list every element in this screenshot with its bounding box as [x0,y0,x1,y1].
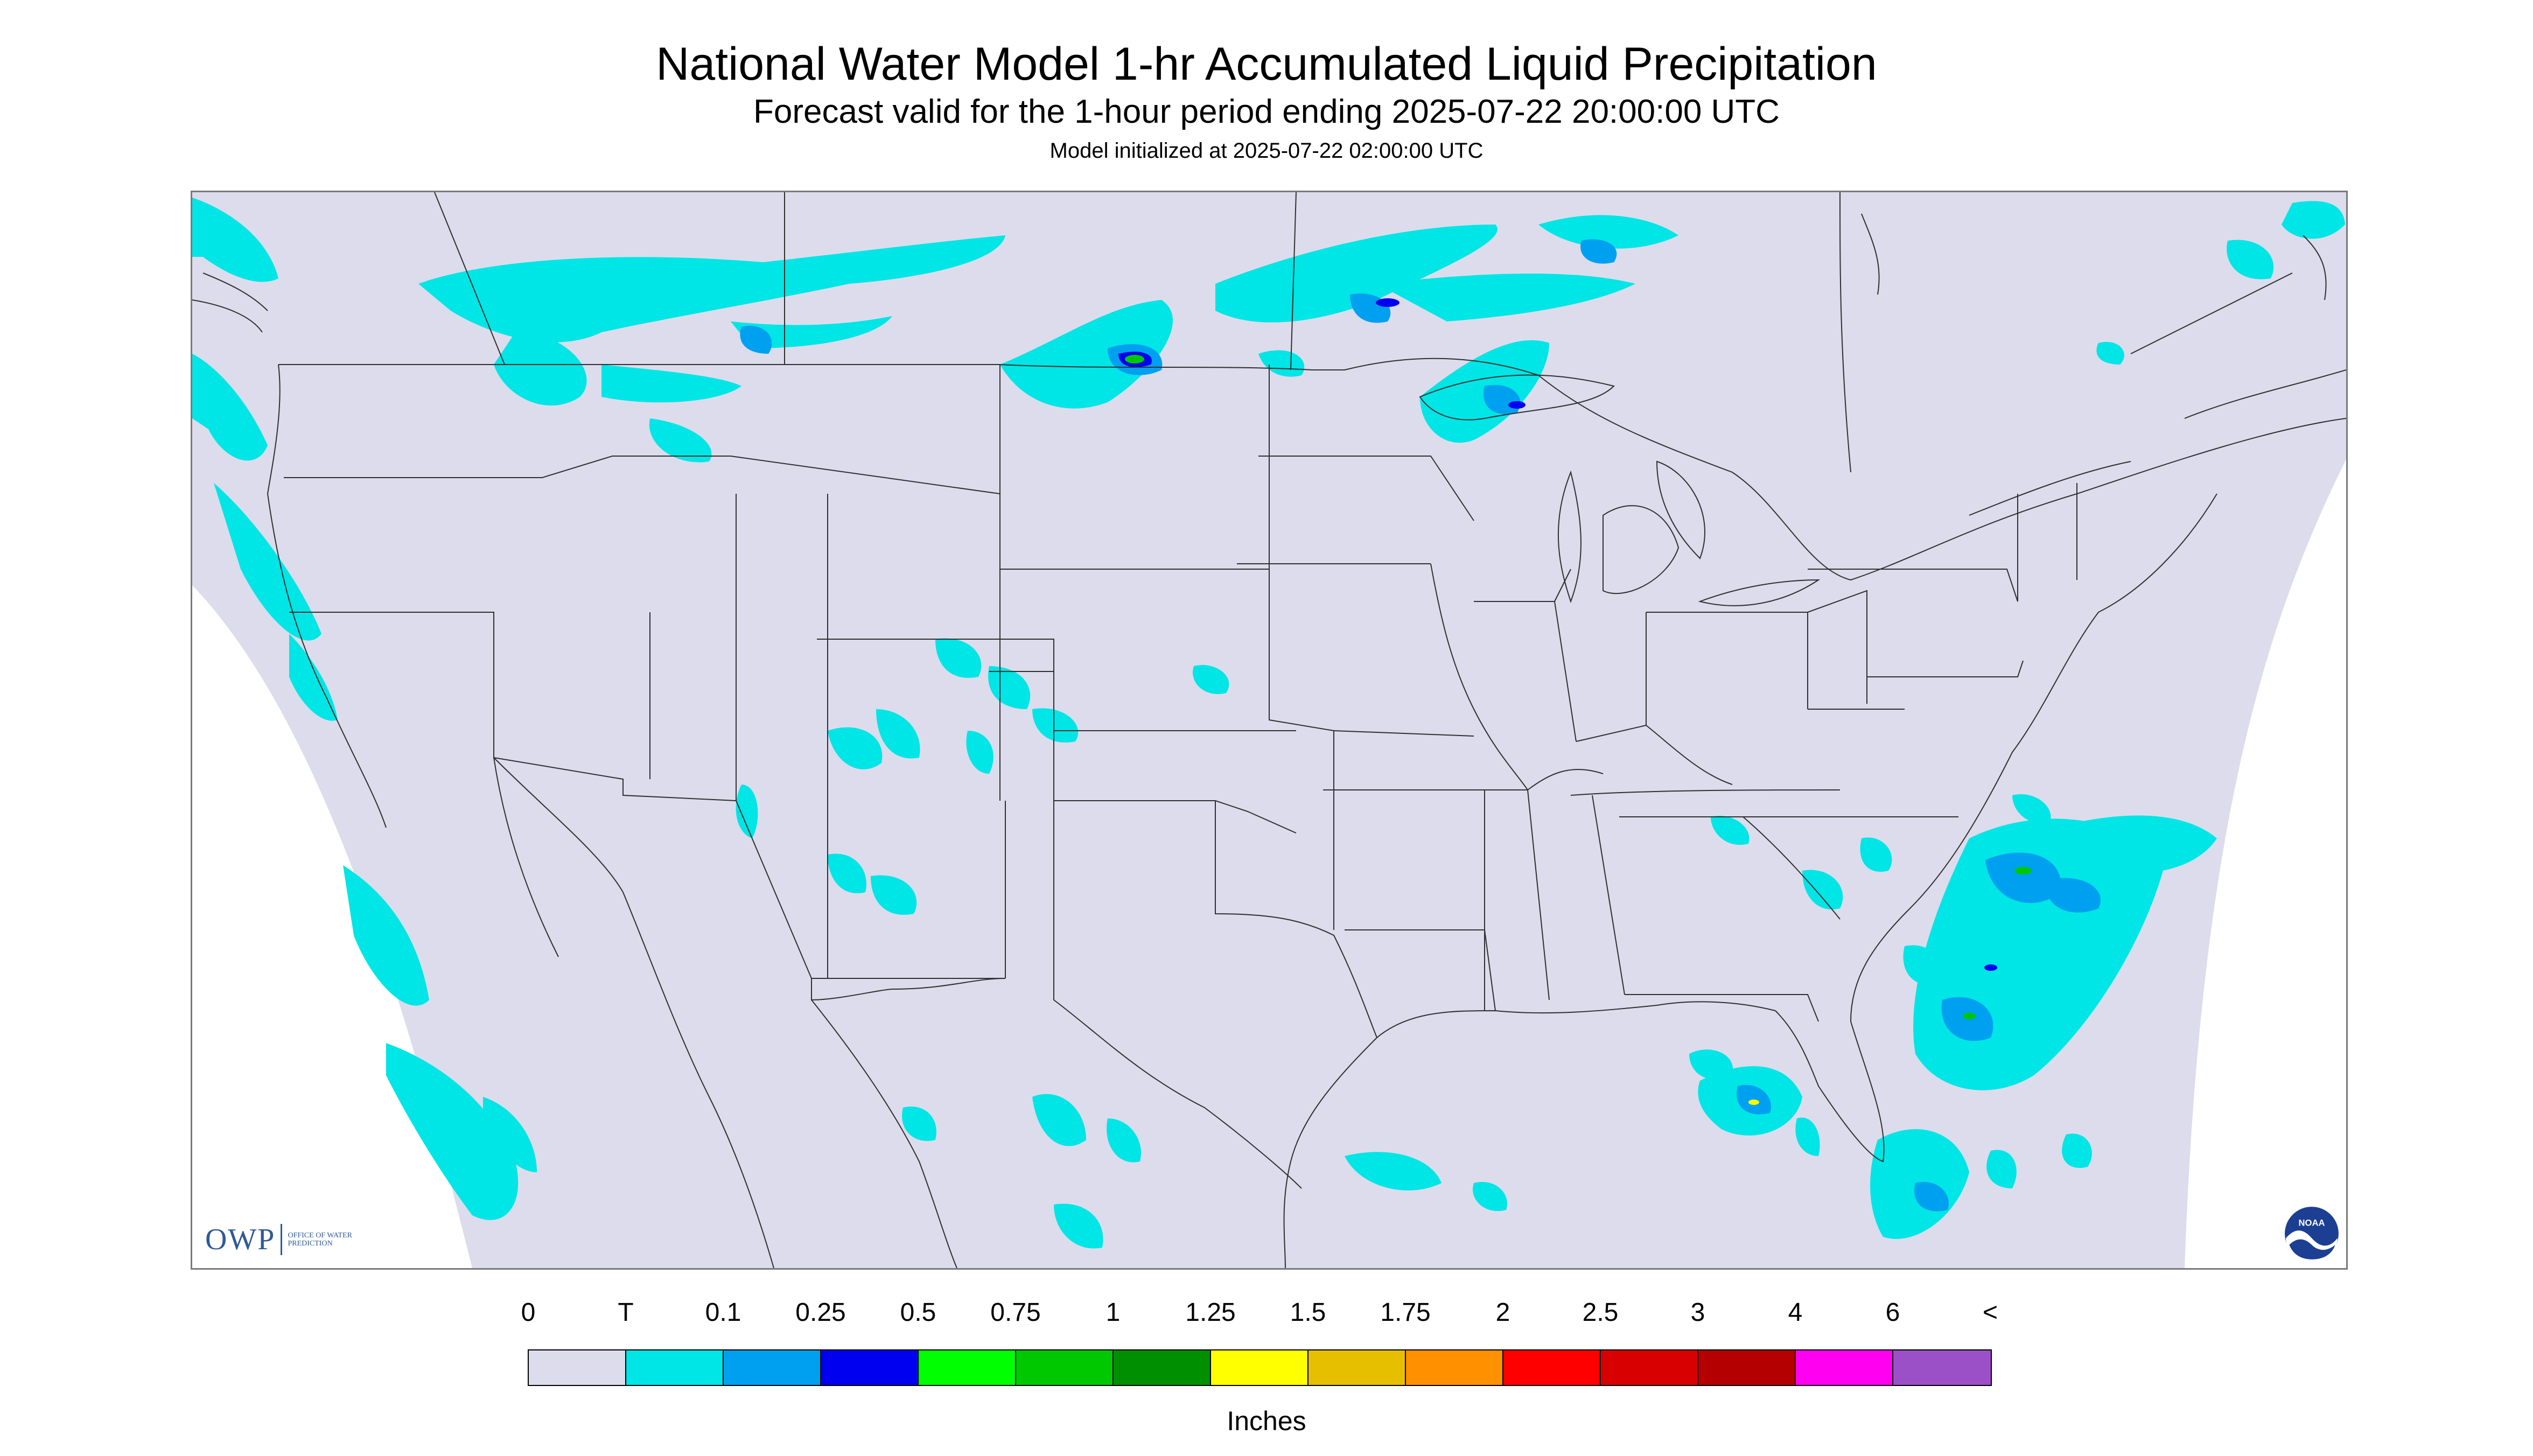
owp-logo-divider [281,1224,283,1255]
legend-swatch [529,1350,626,1385]
legend-swatch [1309,1350,1406,1385]
legend-swatch [821,1350,919,1385]
michigan-peninsula [1603,505,1680,594]
owp-logo-text: OWP [205,1223,276,1256]
map-canvas [192,192,2346,1268]
legend-swatch [1016,1350,1114,1385]
legend-swatch [919,1350,1016,1385]
legend-tick-label: 0.75 [990,1298,1041,1327]
legend-swatch [1211,1350,1309,1385]
lake-huron [1656,460,1705,559]
gulf-coast [1283,1001,1776,1268]
noaa-logo: NOAA [2285,1207,2339,1261]
legend-tick-label: 1 [1105,1298,1121,1327]
map-title: National Water Model 1-hr Accumulated Li… [656,38,1877,90]
precipitation-map: OWP OFFICE OF WATER PREDICTION NOAA [191,191,2348,1270]
legend-tick-label: 0.1 [705,1298,741,1327]
lake-michigan [1557,470,1582,603]
legend-tick-label: 1.25 [1185,1298,1236,1327]
political-boundaries [267,192,2346,1268]
lake-erie [1698,579,1821,606]
lake-superior [1419,374,1615,421]
owp-logo-subtext: OFFICE OF WATER PREDICTION [288,1231,352,1248]
noaa-logo-text: NOAA [2299,1217,2325,1228]
legend-tick-label: 2.5 [1582,1298,1619,1327]
coastline-details [192,213,2346,516]
legend-tick-label: 3 [1690,1298,1705,1327]
atlantic-coast [1775,493,2217,1163]
legend-tick-label: < [1982,1298,1998,1327]
legend-swatch [1698,1350,1796,1385]
legend-tick-label: 1.75 [1380,1298,1431,1327]
legend-tick-label: 6 [1885,1298,1900,1327]
color-legend: 0 T 0.1 0.25 0.5 0.75 1 1.25 1.5 1.75 2 2.5 3 4 6 < [521,1298,2014,1405]
legend-swatch [1601,1350,1698,1385]
legend-tick-label: T [618,1298,634,1327]
owp-logo: OWP OFFICE OF WATER PREDICTION [205,1221,352,1258]
legend-swatch [1406,1350,1503,1385]
precip-heavy-cores [1118,298,2032,1105]
legend-units: Inches [1227,1406,1306,1436]
legend-swatch [724,1350,821,1385]
legend-tick-label: 2 [1495,1298,1510,1327]
legend-color-bar [528,1349,1992,1386]
legend-swatch [626,1350,724,1385]
legend-tick-label: 0.5 [900,1298,936,1327]
pacific-coast [267,364,387,828]
legend-swatch [1114,1350,1211,1385]
legend-tick-label: 0.25 [795,1298,846,1327]
legend-tick-label: 0 [521,1298,536,1327]
map-subtitle: Forecast valid for the 1-hour period end… [753,93,1780,130]
legend-swatch [1796,1350,1893,1385]
model-init-line: Model initialized at 2025-07-22 02:00:00… [1049,139,1484,163]
legend-tick-label: 1.5 [1290,1298,1326,1327]
us-canada-border [278,358,2346,581]
legend-tick-label: 4 [1788,1298,1803,1327]
legend-swatch [1893,1350,1991,1385]
legend-swatch [1503,1350,1601,1385]
